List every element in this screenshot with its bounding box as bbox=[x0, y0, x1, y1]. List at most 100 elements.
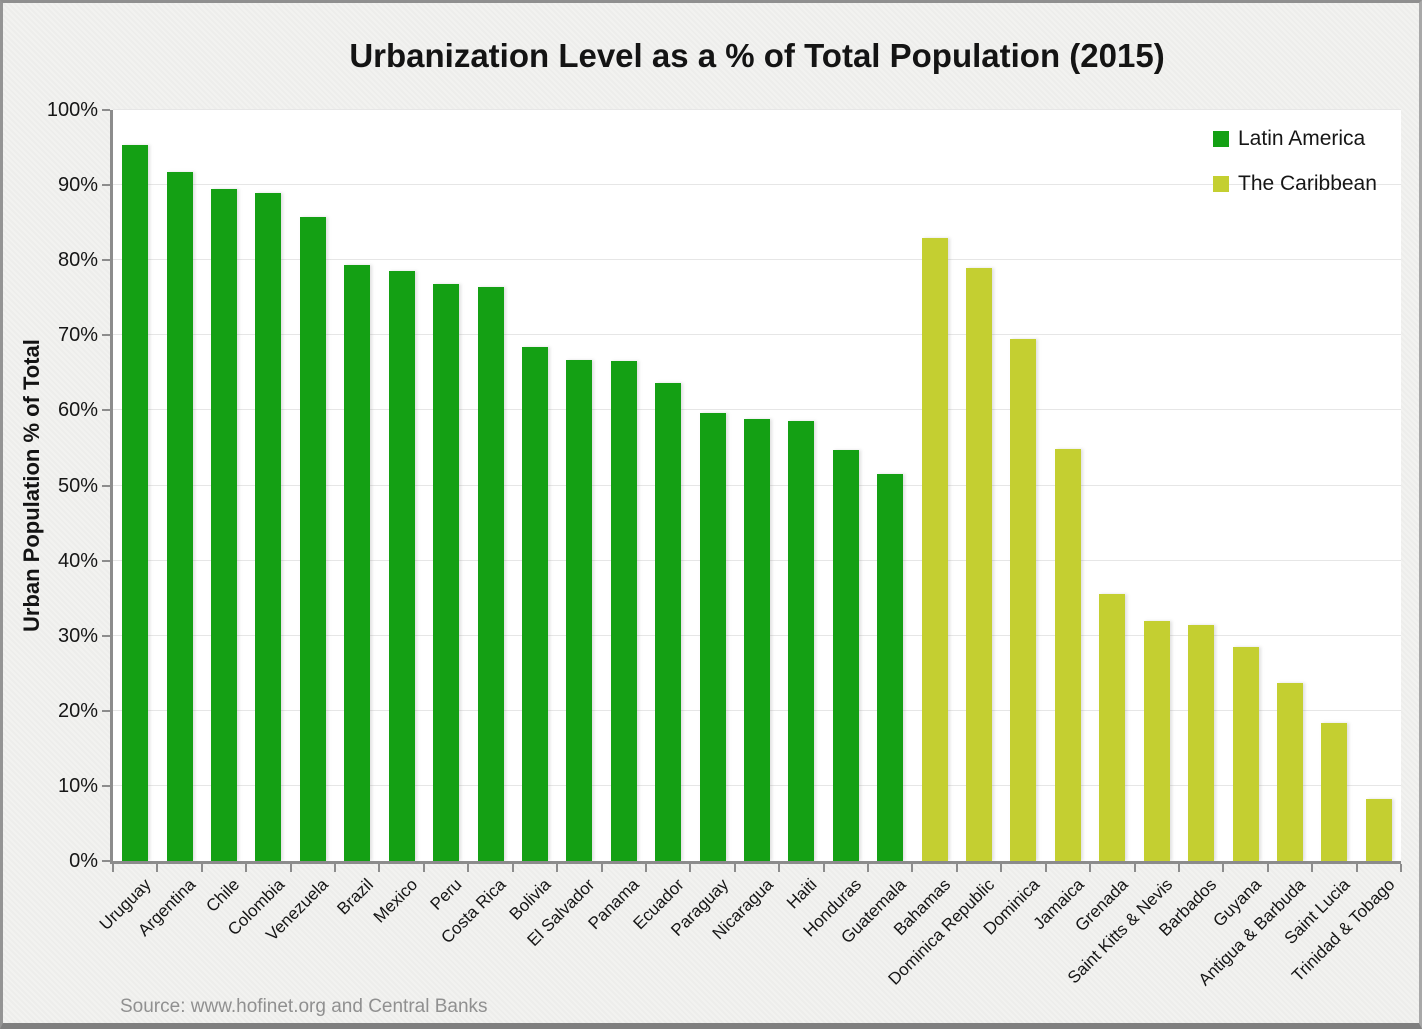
bar-uruguay bbox=[122, 145, 149, 861]
y-axis-tick bbox=[102, 860, 110, 862]
legend-label: The Caribbean bbox=[1238, 172, 1377, 195]
bar-dominica-republic bbox=[966, 267, 993, 861]
legend-color-swatch bbox=[1213, 176, 1229, 192]
x-axis-label-peru: Peru bbox=[426, 875, 466, 914]
y-axis-tick bbox=[102, 784, 110, 787]
bar-chile bbox=[211, 188, 238, 861]
legend: Latin America The Caribbean bbox=[1213, 127, 1377, 217]
bar-barbados bbox=[1188, 625, 1215, 861]
x-axis-tick bbox=[1311, 864, 1314, 872]
x-axis-tick bbox=[1400, 864, 1402, 872]
gridline-80 bbox=[113, 259, 1401, 261]
bar-bolivia bbox=[521, 347, 548, 861]
x-axis-tick bbox=[245, 864, 248, 872]
y-axis-tick bbox=[102, 334, 110, 337]
x-axis-tick bbox=[822, 864, 825, 872]
bar-brazil bbox=[344, 265, 371, 861]
source-note: Source: www.hofinet.org and Central Bank… bbox=[120, 996, 488, 1017]
gridline-90 bbox=[113, 184, 1401, 186]
x-axis-tick bbox=[334, 864, 337, 872]
x-axis-label-haiti: Haiti bbox=[783, 875, 821, 913]
y-axis-label: 0% bbox=[69, 850, 98, 872]
x-axis-tick bbox=[112, 864, 114, 872]
x-axis-tick bbox=[955, 864, 958, 872]
y-axis-label: 10% bbox=[57, 774, 98, 797]
y-axis-tick bbox=[102, 559, 110, 562]
x-axis-tick bbox=[1177, 864, 1180, 872]
y-axis-label: 80% bbox=[57, 249, 98, 272]
x-axis-tick bbox=[733, 864, 736, 872]
x-axis-tick bbox=[1044, 864, 1047, 872]
bar-dominica bbox=[1010, 339, 1037, 861]
y-axis-tick bbox=[102, 109, 110, 111]
x-axis-tick bbox=[378, 864, 381, 872]
y-axis-label: 40% bbox=[57, 549, 98, 572]
y-axis-label: 30% bbox=[57, 624, 98, 647]
x-axis-tick bbox=[600, 864, 603, 872]
bar-honduras bbox=[832, 450, 859, 861]
y-axis-tick bbox=[102, 634, 110, 637]
bar-panama bbox=[610, 360, 637, 861]
bar-haiti bbox=[788, 420, 815, 861]
legend-item-latin-america: Latin America bbox=[1213, 127, 1377, 151]
bar-colombia bbox=[255, 192, 282, 861]
y-axis-label: 50% bbox=[57, 474, 98, 497]
bar-saint-kitts-nevis bbox=[1143, 620, 1170, 861]
bar-trinidad-tobago bbox=[1365, 798, 1392, 861]
bar-el-salvador bbox=[566, 360, 593, 861]
x-axis-tick bbox=[422, 864, 425, 872]
bar-saint-lucia bbox=[1321, 722, 1348, 861]
bar-guyana bbox=[1232, 646, 1259, 861]
x-axis-tick bbox=[778, 864, 781, 872]
x-axis-tick bbox=[1266, 864, 1269, 872]
bar-jamaica bbox=[1054, 449, 1081, 861]
bar-venezuela bbox=[299, 217, 326, 861]
y-axis-tick bbox=[102, 409, 110, 412]
x-axis-tick bbox=[867, 864, 870, 872]
bar-argentina bbox=[166, 171, 193, 861]
bar-ecuador bbox=[655, 382, 682, 861]
bar-paraguay bbox=[699, 412, 726, 861]
y-axis-label: 60% bbox=[57, 399, 98, 422]
plot-area: 0% 10% 20% 30% 40% 50% 60% 70% 80% 90% 100% Uruguay… bbox=[47, 99, 1402, 989]
x-axis-tick bbox=[511, 864, 514, 872]
bar-peru bbox=[433, 284, 460, 861]
y-axis-label: 20% bbox=[57, 699, 98, 722]
x-axis-tick bbox=[1000, 864, 1003, 872]
bar-nicaragua bbox=[744, 419, 770, 861]
gridline-60 bbox=[113, 409, 1401, 411]
gridline-100 bbox=[113, 109, 1401, 110]
bar-antigua-barbuda bbox=[1276, 683, 1303, 861]
x-axis-tick bbox=[644, 864, 647, 872]
x-axis-tick bbox=[1089, 864, 1092, 872]
y-axis-tick bbox=[102, 184, 110, 187]
gridline-70 bbox=[113, 334, 1401, 336]
x-axis-label-mexico: Mexico bbox=[369, 875, 422, 927]
x-axis-tick bbox=[1222, 864, 1225, 872]
x-axis-tick bbox=[200, 864, 203, 872]
legend-color-swatch bbox=[1213, 131, 1229, 147]
x-axis-tick bbox=[289, 864, 292, 872]
bar-guatemala bbox=[877, 474, 904, 861]
y-axis-label: 90% bbox=[57, 174, 98, 197]
legend-label: Latin America bbox=[1238, 127, 1366, 150]
legend-item-the-caribbean: The Caribbean bbox=[1213, 172, 1377, 196]
y-axis-tick bbox=[102, 709, 110, 712]
x-axis-tick bbox=[911, 864, 914, 872]
y-axis-tick bbox=[102, 484, 110, 487]
bar-mexico bbox=[388, 270, 415, 861]
y-axis-tick bbox=[102, 259, 110, 262]
x-axis-tick bbox=[689, 864, 692, 872]
bar-costa-rica bbox=[477, 287, 504, 861]
x-axis-tick bbox=[467, 864, 470, 872]
x-axis-tick bbox=[1355, 864, 1358, 872]
x-axis-tick bbox=[556, 864, 559, 872]
y-axis-label: 100% bbox=[46, 99, 98, 121]
x-axis-tick bbox=[156, 864, 159, 872]
bar-bahamas bbox=[921, 238, 948, 861]
x-axis-tick bbox=[1133, 864, 1136, 872]
y-axis-label: 70% bbox=[57, 324, 98, 347]
bar-grenada bbox=[1099, 594, 1126, 861]
chart-title: Urbanization Level as a % of Total Popul… bbox=[349, 37, 1165, 74]
